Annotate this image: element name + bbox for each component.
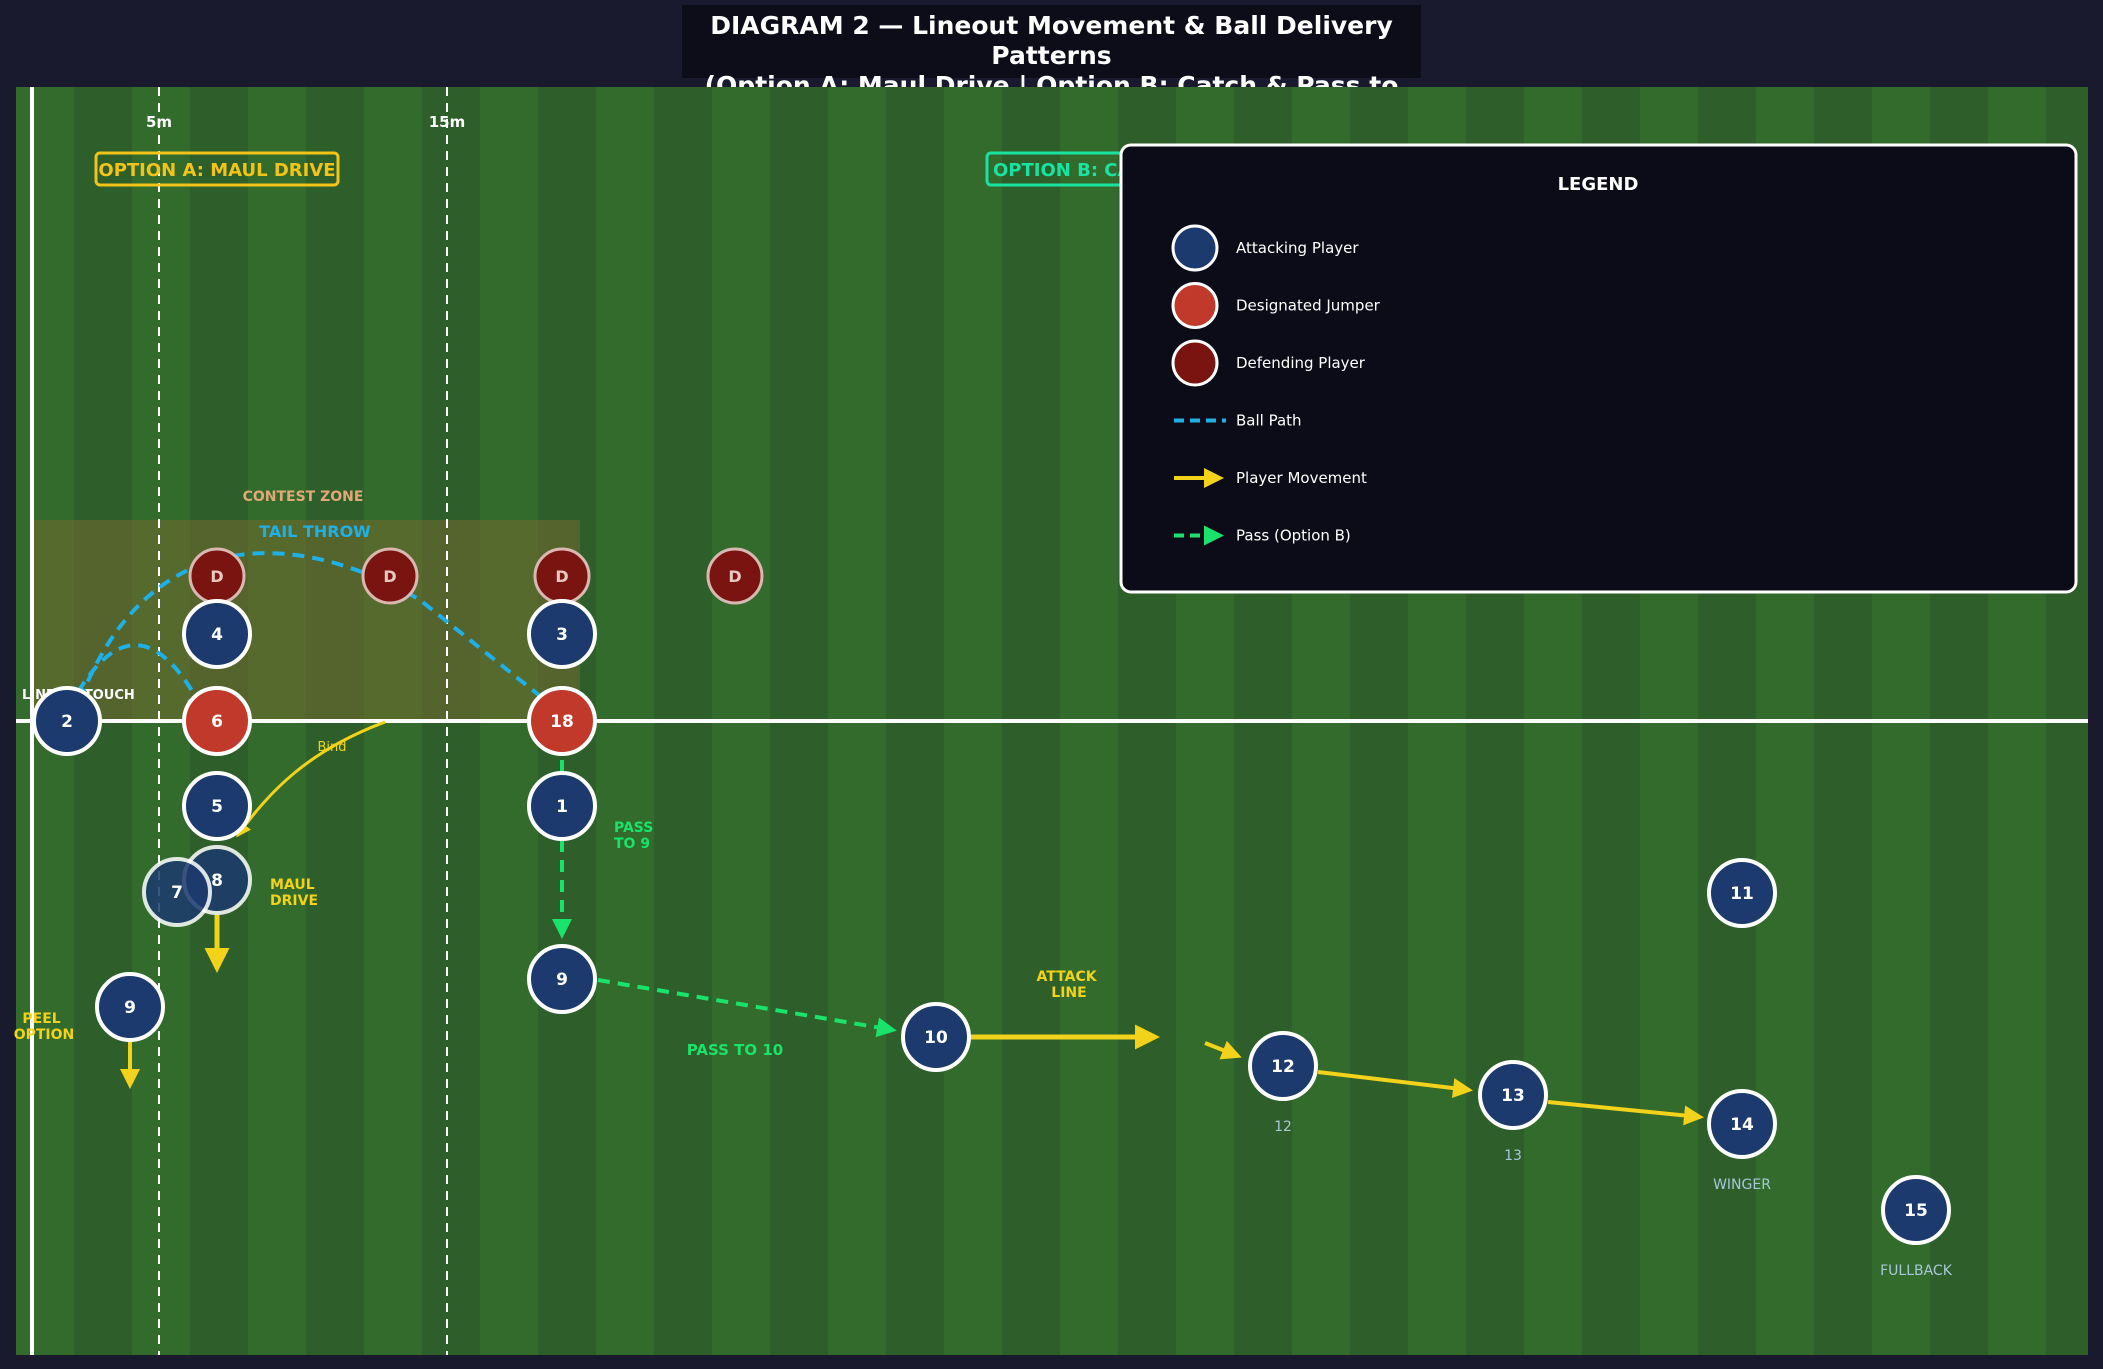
runner-12-arrow (1204, 1040, 1242, 1060)
defender-marker: D (188, 547, 246, 605)
player-caption: 12 (1274, 1119, 1292, 1135)
player-front-4: 4 (182, 599, 252, 669)
player-number: 2 (61, 712, 73, 732)
contest-zone (34, 520, 580, 720)
player-caption: WINGER (1713, 1177, 1771, 1193)
legend-item-ball: Ball Path (1174, 412, 1302, 430)
defender-label: D (383, 567, 396, 586)
pass-to-10-arrow (597, 978, 897, 1038)
peel-option-label: PEEL OPTION (14, 1011, 75, 1043)
player-caption: 13 (1504, 1148, 1522, 1164)
players: 2 4 6 5 8 7 9 3 18 1 9 10 11 12 12 13 13 14 WINGER 15 FULLBA… (32, 599, 1953, 1279)
defender-marker: D (361, 547, 419, 605)
ball-path-front (76, 643, 205, 714)
player-number: 12 (1271, 1057, 1295, 1077)
player-number: 1 (556, 797, 568, 817)
player-number: 9 (124, 998, 136, 1018)
option-b-label: OPTION B: CA (993, 160, 1131, 181)
legend-item-movement: Player Movement (1174, 468, 1367, 488)
title-line-1: DIAGRAM 2 — Lineout Movement & Ball Deli… (710, 11, 1393, 70)
legend-swatch (1171, 224, 1219, 272)
player-jumper-18: 18 (527, 686, 597, 756)
five-m-label: 5m (146, 113, 172, 131)
player-lifter-5: 5 (182, 771, 252, 841)
player-number: 14 (1730, 1115, 1754, 1135)
legend-item-pass: Pass (Option B) (1174, 525, 1351, 546)
player-support-7: 7 (142, 857, 212, 927)
defender-label: D (728, 567, 741, 586)
pass-to-9-label: PASS TO 9 (614, 820, 658, 852)
player-fullback-15: 15 FULLBACK (1880, 1175, 1953, 1279)
player-number: 13 (1501, 1086, 1525, 1106)
option-a-box (94, 151, 340, 187)
legend-box (1119, 143, 2078, 594)
tail-throw-label: TAIL THROW (259, 522, 371, 541)
ball-path-tail (78, 551, 564, 715)
player-number: 18 (550, 712, 574, 732)
fifteen-m-label: 15m (429, 113, 466, 131)
defender-marker: D (706, 547, 764, 605)
player-number: 10 (924, 1028, 948, 1048)
legend-swatch (1171, 282, 1219, 329)
player-number: 9 (556, 970, 568, 990)
player-number: 6 (211, 712, 223, 732)
defender-label: D (210, 567, 223, 586)
attack-line-label: ATTACK LINE (1037, 969, 1102, 1001)
legend-label: Pass (Option B) (1236, 527, 1351, 545)
legend-label: Player Movement (1236, 469, 1367, 487)
runner-13-arrow (1317, 1070, 1473, 1099)
legend-label: Defending Player (1236, 354, 1366, 372)
player-flyhalf-10: 10 (901, 1002, 971, 1072)
maul-drive-label: MAUL DRIVE (270, 877, 320, 909)
player-lifter-3: 3 (527, 599, 597, 669)
legend-item-defending: Defending Player (1171, 339, 1366, 387)
player-caption: FULLBACK (1880, 1263, 1953, 1279)
player-number: 3 (556, 625, 568, 645)
player-centre-12: 12 12 (1248, 1031, 1318, 1135)
player-scrumhalf-9: 9 (527, 944, 597, 1014)
legend-label: Attacking Player (1236, 239, 1359, 257)
runner-14-arrow (1547, 1100, 1704, 1126)
player-number: 11 (1730, 884, 1754, 904)
legend-label: Ball Path (1236, 412, 1302, 430)
player-jumper-6: 6 (182, 686, 252, 756)
player-wing-11: 11 (1707, 858, 1777, 928)
player-centre-13: 13 13 (1478, 1060, 1548, 1164)
pass-to-10-label: PASS TO 10 (687, 1041, 783, 1059)
player-hooker: 2 (32, 686, 102, 756)
player-peel-9: 9 (95, 972, 165, 1042)
legend-title: LEGEND (1558, 174, 1639, 195)
legend-item-jumper: Designated Jumper (1171, 282, 1381, 329)
legend: LEGEND Attacking Player Designated Jumper… (1119, 143, 2078, 594)
contest-zone-label: CONTEST ZONE (243, 489, 364, 505)
player-number: 5 (211, 797, 223, 817)
player-number: 7 (171, 883, 183, 903)
defender-label: D (555, 567, 568, 586)
legend-swatch (1171, 339, 1219, 387)
defender-marker: D (533, 547, 591, 605)
player-number: 4 (211, 625, 223, 645)
bind-arrow (236, 720, 386, 838)
option-a-label: OPTION A: MAUL DRIVE (98, 160, 335, 181)
legend-label: Designated Jumper (1236, 297, 1381, 315)
bind-label: Bind (317, 740, 346, 755)
legend-items: Attacking Player Designated Jumper Defendi… (1171, 224, 1381, 546)
player-number: 8 (211, 871, 223, 891)
player-prop-1: 1 (527, 771, 597, 841)
player-wing-14: 14 WINGER (1707, 1089, 1777, 1193)
player-number: 15 (1904, 1201, 1928, 1221)
legend-item-attacking: Attacking Player (1171, 224, 1359, 272)
